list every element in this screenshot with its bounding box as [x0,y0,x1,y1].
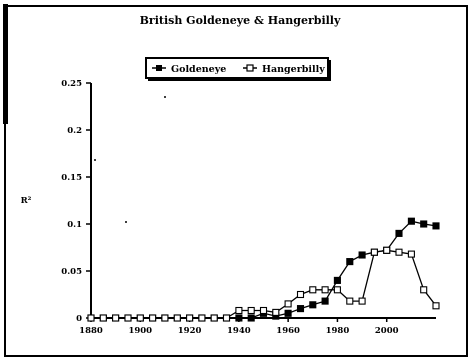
data-point-hangerbilly [346,297,354,305]
data-point-hangerbilly [235,306,243,315]
stray-dot [94,159,96,161]
data-point-hangerbilly [358,297,366,305]
data-point-hangerbilly [296,290,305,299]
stray-dot [164,96,166,98]
data-point-goldeneye [407,217,415,225]
data-point-goldeneye [247,314,255,322]
legend-label-hangerbilly: Hangerbilly [262,64,325,75]
legend-marker-hangerbilly [246,64,254,72]
data-point-hangerbilly [432,302,440,310]
data-point-goldeneye [284,309,292,317]
data-point-hangerbilly [407,250,415,258]
data-point-hangerbilly [198,314,206,322]
data-point-goldeneye [309,301,317,309]
x-tick-label: 1960 [276,326,300,336]
data-point-hangerbilly [99,314,107,322]
data-point-goldeneye [296,305,305,313]
y-tick-label: 0.2 [67,126,82,136]
legend-shadow-bottom [148,78,331,81]
data-point-goldeneye [321,297,329,305]
y-ticks: 0 0.05 0.1 0.15 0.2 0.25 [61,79,91,324]
data-point-goldeneye [235,314,243,322]
y-tick-label: 0.05 [61,267,82,277]
data-point-goldeneye [420,220,428,228]
y-tick-label: 0 [76,314,82,324]
data-point-hangerbilly [383,246,391,254]
legend-entry-hangerbilly: Hangerbilly [243,64,325,75]
data-point-goldeneye [358,251,366,259]
data-point-hangerbilly [272,308,280,316]
data-point-hangerbilly [161,314,169,322]
x-tick-label: 1980 [326,326,350,336]
data-point-hangerbilly [149,314,157,322]
data-point-goldeneye [346,258,354,266]
data-point-hangerbilly [173,314,181,322]
data-point-hangerbilly [259,306,268,315]
data-point-goldeneye [395,229,403,237]
left-edge-mark [3,4,8,124]
y-tick-label: 0.15 [61,173,82,183]
data-point-hangerbilly [210,314,218,322]
series-hangerbilly [87,246,440,322]
y-axis-label: R² [21,196,32,206]
data-point-hangerbilly [420,286,428,294]
x-tick-label: 1900 [128,326,152,336]
data-point-goldeneye [333,276,341,284]
data-point-hangerbilly [395,248,403,256]
data-point-hangerbilly [136,314,144,322]
x-tick-label: 1920 [178,326,202,336]
data-point-hangerbilly [186,314,194,322]
y-tick-label: 0.25 [61,79,82,89]
x-tick-label: 1940 [227,326,251,336]
legend: Goldeneye Hangerbilly [145,57,331,81]
data-point-hangerbilly [321,286,329,294]
data-point-hangerbilly [112,314,120,322]
data-point-hangerbilly [333,286,341,294]
y-tick-label: 0.1 [67,220,82,230]
data-point-hangerbilly [87,314,95,322]
legend-label-goldeneye: Goldeneye [171,64,226,75]
data-point-hangerbilly [247,306,255,315]
x-tick-label: 2000 [375,326,399,336]
chart-title: British Goldeneye & Hangerbilly [140,14,341,27]
data-point-hangerbilly [222,314,231,322]
x-tick-label: 1880 [79,326,103,336]
series-layer [87,217,440,322]
data-point-hangerbilly [284,300,292,308]
data-point-goldeneye [432,222,440,230]
data-point-hangerbilly [124,314,132,322]
legend-entry-goldeneye: Goldeneye [152,64,226,75]
data-point-hangerbilly [309,286,317,294]
legend-shadow [328,60,331,80]
legend-marker-goldeneye [156,65,162,71]
data-point-hangerbilly [370,248,378,256]
stray-dot [125,221,127,223]
